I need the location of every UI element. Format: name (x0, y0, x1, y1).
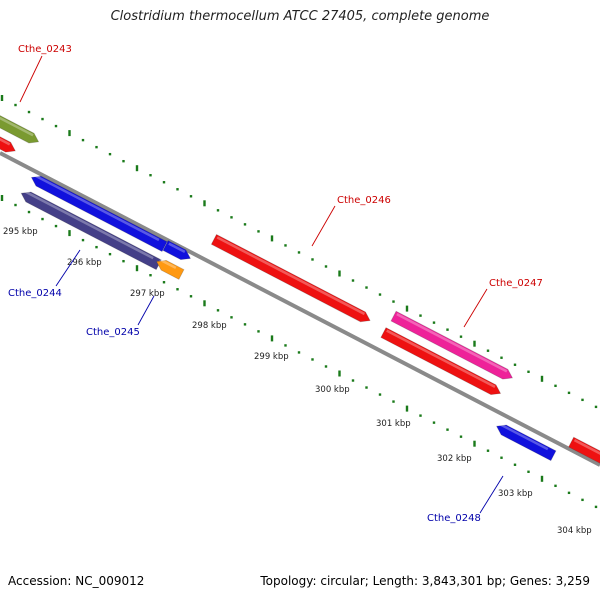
callout-leader-line (55, 249, 81, 287)
gene-arrow-body (0, 131, 16, 153)
gene-arrow-body (380, 327, 502, 396)
gene-arrow-highlight (396, 313, 508, 373)
callout-leader-line (19, 55, 43, 103)
genome-summary: Topology: circular; Length: 3,843,301 bp… (260, 574, 590, 588)
scale-label: 303 kbp (498, 489, 533, 499)
gene-arrow-highlight (216, 236, 366, 316)
scale-label: 301 kbp (376, 419, 411, 429)
callout-leader-line (311, 205, 336, 247)
gene-arrow-body (495, 424, 557, 462)
gene-arrow[interactable] (154, 257, 185, 280)
gene-arrow[interactable] (568, 436, 600, 473)
gene-arrow[interactable] (494, 421, 557, 462)
gene-arrow-highlight (34, 174, 160, 242)
map-title: Clostridium thermocellum ATCC 27405, com… (110, 9, 490, 24)
gene-arrow-body (210, 233, 371, 323)
scale-label: 299 kbp (254, 352, 289, 362)
scale-label: 296 kbp (67, 258, 102, 268)
gene-arrow[interactable] (162, 240, 193, 264)
genome-backbone (0, 151, 600, 467)
scale-labels: 295 kbp 296 kbp 297 kbp 298 kbp 299 kbp 300 k… (3, 227, 592, 536)
gene-arrow-body (390, 310, 514, 380)
gene-label[interactable]: Cthe_0244 (8, 288, 62, 299)
scale-label: 302 kbp (437, 454, 472, 464)
gene-arrow[interactable] (29, 173, 168, 253)
gene-label[interactable]: Cthe_0243 (18, 44, 72, 55)
gene-callouts: Cthe_0243 Cthe_0244 Cthe_0245 Cthe_0246 Cthe… (8, 44, 543, 524)
gene-arrow-highlight (499, 423, 549, 451)
gene-arrow[interactable] (0, 131, 18, 156)
scale-label: 304 kbp (557, 526, 592, 536)
outer-tick-ring (0, 95, 598, 409)
gene-arrow-highlight (168, 242, 186, 253)
gene-arrow-highlight (573, 439, 600, 463)
gene-arrow-highlight (0, 111, 34, 137)
gene-arrow-highlight (0, 134, 11, 146)
gene-arrow[interactable] (0, 108, 41, 146)
gene-arrow[interactable] (380, 327, 503, 399)
gene-label[interactable]: Cthe_0245 (86, 327, 140, 338)
gene-arrow[interactable] (19, 188, 162, 271)
gene-arrow[interactable] (210, 233, 372, 326)
gene-arrow[interactable] (390, 310, 515, 383)
gene-arrow-highlight (23, 190, 154, 260)
callout-leader-line (479, 475, 504, 514)
gene-label[interactable]: Cthe_0246 (337, 195, 391, 206)
gene-track (0, 108, 600, 473)
gene-arrow-highlight (386, 329, 496, 388)
gene-arrow-body (30, 175, 168, 253)
inner-tick-ring (0, 195, 598, 509)
gene-arrow-body (20, 191, 162, 271)
scale-label: 297 kbp (130, 289, 165, 299)
gene-arrow-body (568, 436, 600, 470)
callout-leader-line (463, 288, 488, 328)
gene-label[interactable]: Cthe_0247 (489, 278, 543, 289)
gene-arrow-body (0, 108, 40, 144)
accession-label: Accession: NC_009012 (8, 574, 145, 588)
scale-label: 300 kbp (315, 385, 350, 395)
scale-label: 295 kbp (3, 227, 38, 237)
gene-arrow-highlight (159, 258, 177, 269)
gene-arrow-body (162, 240, 192, 261)
gene-arrow-body (155, 259, 185, 280)
scale-label: 298 kbp (192, 321, 227, 331)
gene-label[interactable]: Cthe_0248 (427, 513, 481, 524)
callout-leader-line (137, 295, 155, 326)
